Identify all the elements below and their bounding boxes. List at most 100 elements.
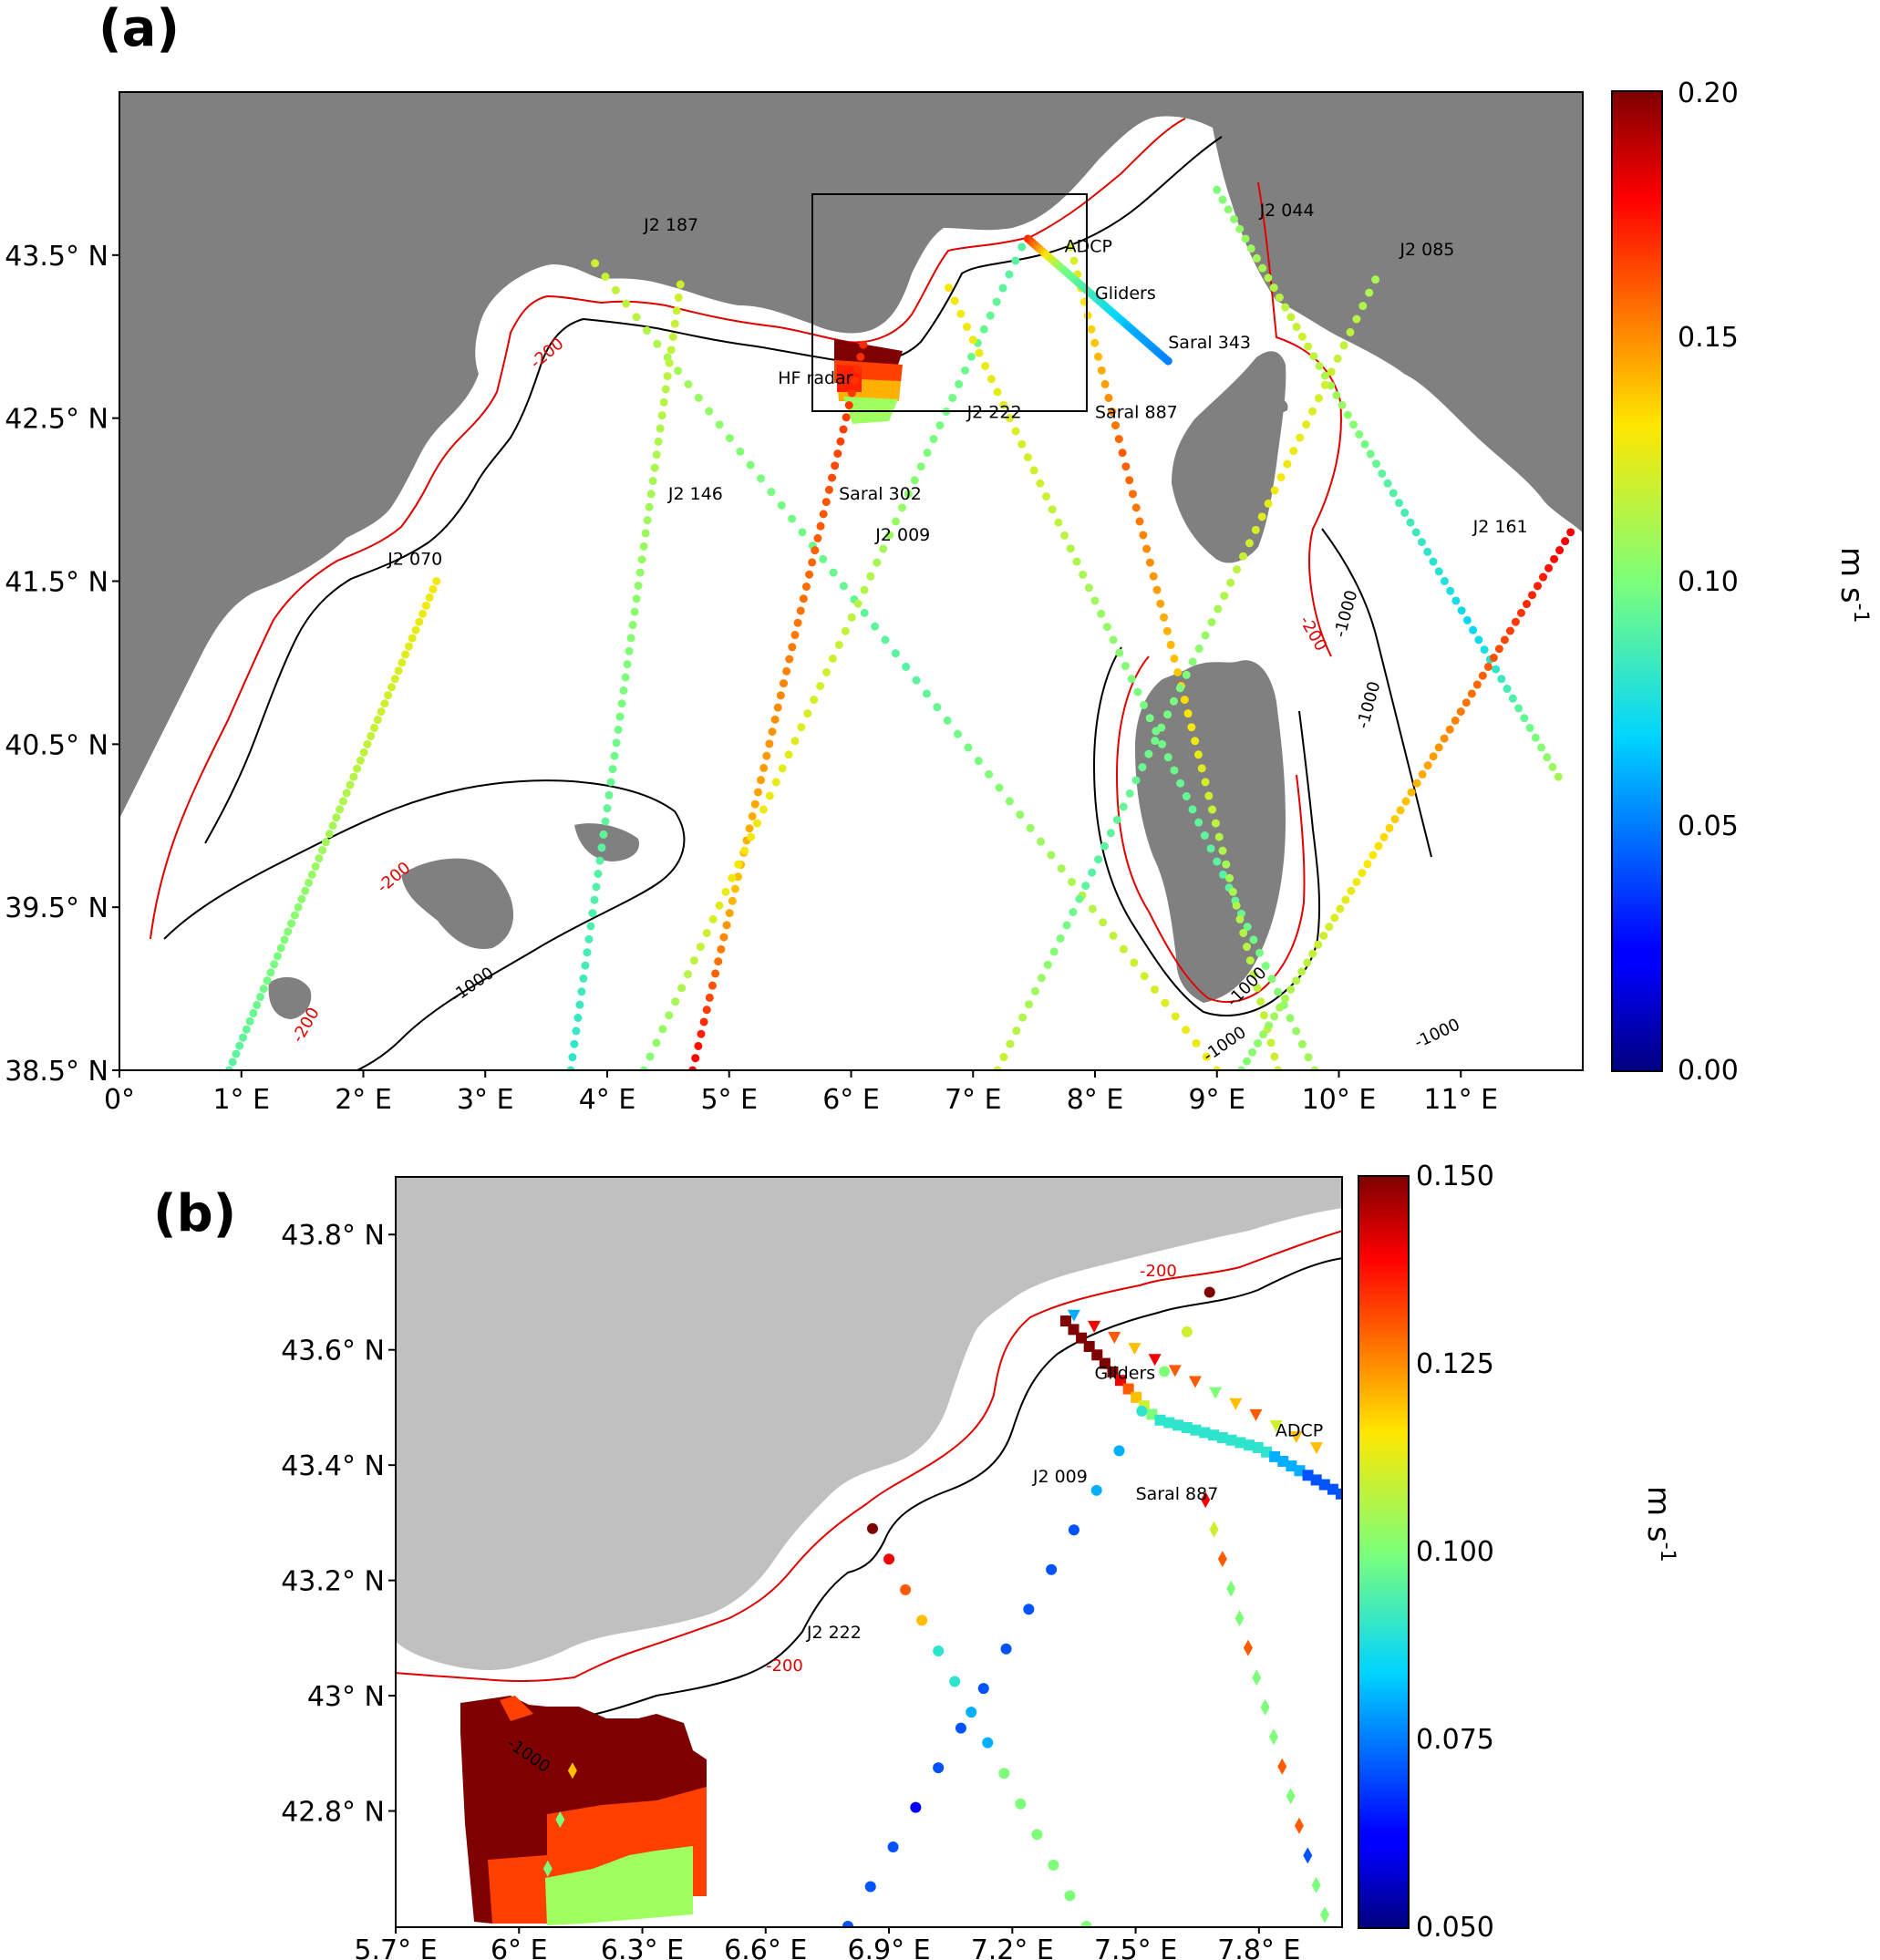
track-point — [1148, 1354, 1162, 1367]
track-point — [1469, 625, 1478, 634]
track-point — [1503, 685, 1512, 694]
y-tick-label: 43.2° N — [281, 1566, 385, 1598]
track-point — [676, 280, 685, 289]
track-point — [235, 1041, 244, 1050]
track-point — [586, 922, 595, 931]
track-point — [1480, 645, 1489, 655]
track-point — [810, 696, 819, 705]
panel-b-annotations: Gliders ADCP J2 009 Saral 887 J2 222 — [806, 1363, 1323, 1643]
track-point — [650, 463, 659, 472]
track-point — [1434, 567, 1443, 576]
track-point — [555, 1811, 565, 1829]
track-point — [1266, 1038, 1276, 1047]
track-point — [966, 1707, 977, 1718]
track-point — [1516, 608, 1525, 617]
track-point — [1385, 823, 1394, 832]
track-point — [1275, 293, 1284, 302]
track-point — [1011, 427, 1020, 436]
track-point — [1068, 1324, 1079, 1336]
track-point — [617, 699, 626, 708]
track-point — [597, 843, 606, 852]
panel-a-land-corsica — [1172, 351, 1286, 563]
track-point — [1180, 696, 1189, 705]
track-point — [1094, 352, 1103, 361]
track-point — [773, 703, 782, 712]
track-point — [699, 1017, 708, 1026]
track-point — [623, 660, 632, 669]
track-point — [1088, 904, 1097, 913]
track-point — [1239, 552, 1248, 561]
track-point — [245, 1016, 254, 1026]
track-point — [1261, 1446, 1273, 1458]
track-point — [828, 473, 837, 482]
track-point — [979, 325, 988, 334]
track-point — [570, 1039, 579, 1048]
track-point — [798, 528, 807, 537]
track-point — [1201, 1491, 1211, 1509]
track-point — [785, 655, 794, 664]
panel-a-isobath-sardinia — [1092, 646, 1321, 1017]
track-point — [1192, 1038, 1201, 1047]
track-point — [803, 709, 812, 718]
track-point — [1140, 972, 1149, 981]
track-point — [1097, 366, 1106, 375]
track-point — [670, 319, 679, 328]
track-point — [318, 846, 327, 855]
track-point — [1046, 1563, 1058, 1575]
track-point — [263, 976, 272, 985]
track-point — [1406, 518, 1415, 527]
track-point — [788, 643, 797, 652]
track-point — [900, 1583, 912, 1595]
track-point — [1213, 857, 1222, 866]
track-point — [1218, 846, 1227, 855]
track-point — [1146, 1408, 1158, 1420]
track-point — [359, 748, 368, 757]
track-point — [1163, 710, 1172, 719]
track-point — [1036, 837, 1045, 846]
track-point — [1072, 557, 1081, 566]
track-point — [1031, 1829, 1043, 1841]
x-tick-label: 4° E — [579, 1084, 636, 1116]
track-point — [1142, 544, 1152, 553]
track-point — [377, 707, 386, 717]
track-point — [1462, 615, 1472, 624]
track-label: Gliders — [1094, 1363, 1155, 1383]
track-point — [1260, 1698, 1270, 1716]
track-point — [1429, 557, 1438, 566]
track-point — [904, 490, 913, 499]
track-point — [404, 642, 413, 651]
track-point — [916, 1614, 928, 1626]
track-point — [1440, 577, 1449, 585]
track-point — [822, 667, 832, 676]
track-point — [1239, 928, 1248, 937]
track-point — [717, 944, 726, 954]
track-point — [595, 856, 604, 865]
track-point — [1112, 815, 1121, 824]
track-point — [779, 679, 788, 688]
panel-a-land-mainland — [119, 91, 1584, 820]
track-point — [702, 928, 711, 937]
track-point — [1113, 1445, 1125, 1457]
panel-a-land-elba — [1272, 399, 1288, 413]
track-point — [346, 780, 355, 789]
track-point — [1302, 420, 1311, 429]
track-point — [955, 379, 964, 388]
track-point — [992, 297, 1001, 306]
x-tick-label: 7° E — [945, 1084, 1002, 1116]
track-point — [332, 813, 341, 822]
panel-b-label: (b) — [153, 1184, 236, 1243]
track-point — [778, 764, 787, 773]
track-point — [1522, 600, 1531, 609]
track-point — [646, 490, 656, 499]
track-point — [1308, 949, 1317, 958]
track-point — [999, 400, 1008, 409]
track-point — [581, 961, 590, 970]
track-point — [1222, 860, 1231, 869]
panel-a-tracks — [224, 185, 1575, 1071]
track-point — [1076, 1332, 1088, 1344]
track-point — [1243, 923, 1252, 932]
track-point — [1474, 635, 1483, 645]
track-point — [1075, 894, 1084, 903]
track-label: J2 187 — [643, 215, 698, 235]
